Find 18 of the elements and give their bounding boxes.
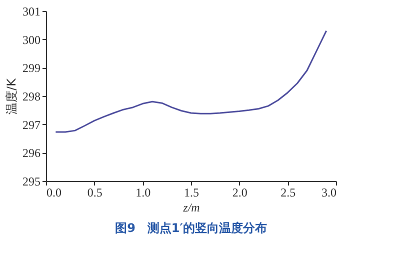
y-tick-label: 295 xyxy=(22,174,40,188)
y-tick-label: 298 xyxy=(22,90,40,104)
y-tick-label: 300 xyxy=(22,32,40,47)
x-tick-label: 0.5 xyxy=(87,186,102,200)
x-tick-label: 2.5 xyxy=(280,186,296,200)
y-tick-label: 297 xyxy=(22,118,40,132)
y-tick-label: 296 xyxy=(22,146,40,160)
y-tick-label: 299 xyxy=(22,61,40,76)
line-series xyxy=(54,30,328,133)
text: 图9 测点1′的竖向温度分布 xyxy=(115,221,267,235)
x-axis-title: z/m xyxy=(182,200,200,214)
x-tick-label: 1.0 xyxy=(136,186,151,200)
x-tick-label: 3.0 xyxy=(322,186,336,200)
x-tick-label: 2.0 xyxy=(232,186,248,200)
x-tick-label: 1.5 xyxy=(184,186,199,200)
y-tick-label: 301 xyxy=(22,4,40,18)
x-tick-label: 0.0 xyxy=(46,186,62,200)
y-axis-title: 温度/K xyxy=(4,77,18,114)
